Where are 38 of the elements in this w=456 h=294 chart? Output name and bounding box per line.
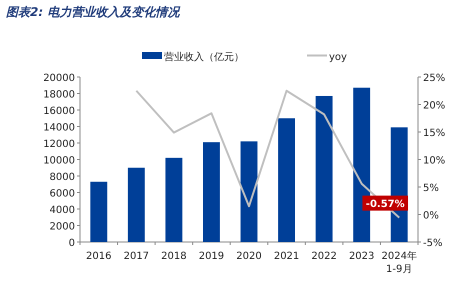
data-label: -0.57% — [366, 199, 405, 210]
y-tick-label: 20000 — [43, 73, 75, 84]
x-tick-label: 2017 — [124, 251, 150, 262]
bar — [240, 141, 258, 242]
x-tick-label: 2018 — [161, 251, 187, 262]
legend-label: 营业收入（亿元） — [164, 51, 244, 63]
bar — [278, 118, 296, 242]
y-tick-label: 2000 — [50, 222, 75, 232]
legend-label: yoy — [329, 52, 348, 63]
y-tick-label: 12000 — [43, 139, 75, 150]
x-tick-label: 2024年1-9月 — [381, 250, 417, 275]
y-tick-label: 18000 — [43, 90, 75, 100]
y-tick-label: 14000 — [43, 122, 75, 134]
y-tick-label: 0 — [68, 238, 75, 249]
y2-tick-label: 10% — [423, 156, 446, 166]
bar — [202, 142, 220, 242]
y2-tick-label: 0% — [423, 210, 439, 222]
bar — [128, 168, 145, 242]
x-tick-label: 2019 — [198, 251, 224, 262]
y-tick-label: 16000 — [43, 106, 75, 117]
y2-tick-label: 20% — [423, 100, 446, 112]
y-tick-label: 4000 — [50, 205, 75, 216]
bar — [90, 182, 108, 242]
x-tick-label: 2020 — [236, 251, 262, 262]
y2-tick-label: 5% — [423, 183, 439, 194]
x-tick-label: 2023 — [348, 251, 374, 262]
y2-tick-label: -5% — [423, 238, 442, 249]
x-tick-label: 2022 — [311, 251, 337, 262]
y-tick-label: 8000 — [50, 172, 75, 183]
bar — [316, 96, 333, 242]
y-tick-label: 6000 — [50, 188, 75, 200]
x-tick-label: 2016 — [86, 251, 112, 262]
bar — [165, 158, 182, 242]
chart-title: 图表2: 电力营业收入及变化情况 — [6, 5, 180, 19]
y2-tick-label: 15% — [423, 128, 446, 139]
y2-tick-label: 25% — [423, 73, 446, 84]
x-tick-label: 2021 — [274, 251, 300, 262]
y-tick-label: 10000 — [43, 156, 75, 166]
